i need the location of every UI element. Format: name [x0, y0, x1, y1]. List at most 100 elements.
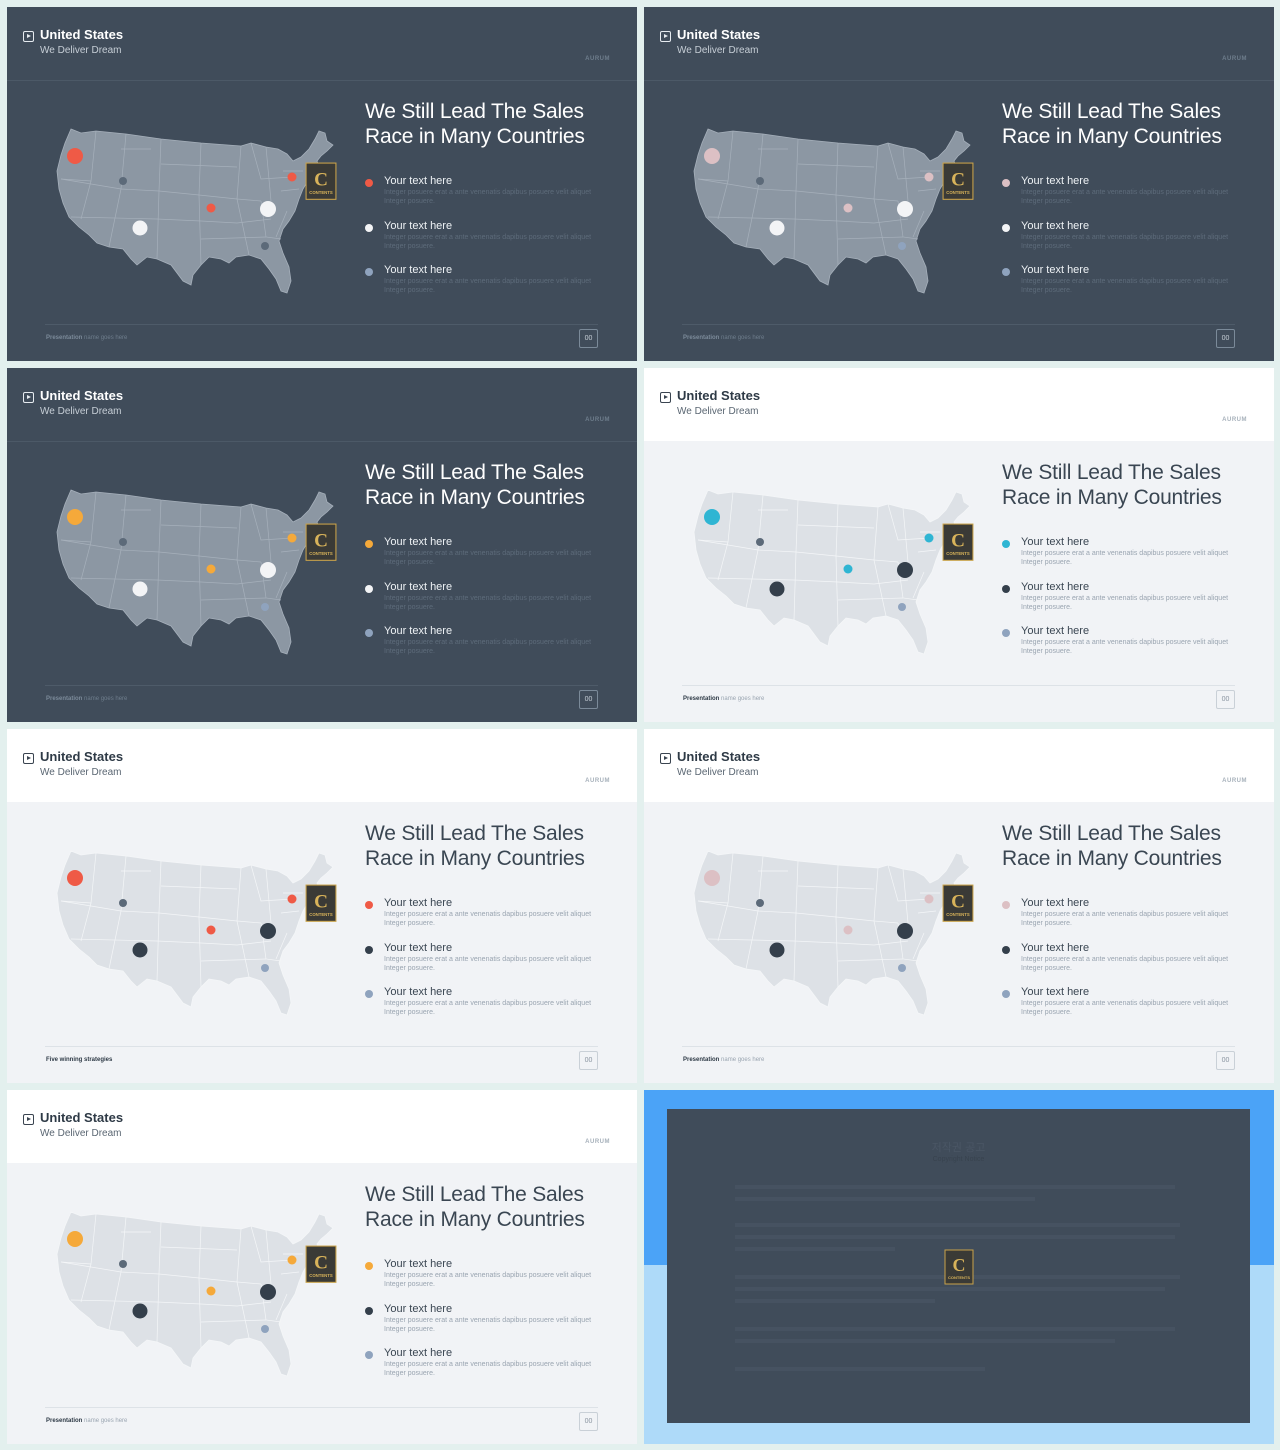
map-marker[interactable] [119, 538, 127, 546]
map-marker[interactable] [261, 1325, 269, 1333]
slide-3[interactable]: United States We Deliver Dream AURUM We … [7, 368, 637, 722]
map-marker[interactable] [756, 177, 764, 185]
map-marker[interactable] [67, 509, 83, 525]
map-marker[interactable] [897, 562, 913, 578]
footer-label: Presentation name goes here [683, 335, 765, 341]
map-marker[interactable] [704, 870, 720, 886]
map-marker[interactable] [261, 603, 269, 611]
slide-header: United States We Deliver Dream AURUM [7, 7, 637, 81]
map-marker[interactable] [287, 172, 297, 182]
headline: We Still Lead The Sales Race in Many Coun… [365, 461, 585, 509]
map-marker[interactable] [67, 870, 83, 886]
map-marker[interactable] [261, 964, 269, 972]
map-marker[interactable] [924, 894, 934, 904]
slide-subtitle: We Deliver Dream [677, 45, 759, 56]
map-marker[interactable] [756, 899, 764, 907]
map-marker[interactable] [843, 203, 853, 213]
map-marker[interactable] [132, 581, 148, 597]
play-icon [23, 753, 34, 764]
map-marker[interactable] [206, 564, 216, 574]
state-border [835, 864, 839, 918]
map-marker[interactable] [843, 925, 853, 935]
state-border [707, 938, 909, 946]
map-marker[interactable] [206, 203, 216, 213]
state-border [158, 1221, 162, 1275]
slide-6[interactable]: United States We Deliver Dream AURUM We … [644, 729, 1274, 1083]
map-marker[interactable] [924, 533, 934, 543]
map-marker[interactable] [132, 1303, 148, 1319]
slide-title: United States [677, 27, 761, 42]
slide-4[interactable]: United States We Deliver Dream AURUM We … [644, 368, 1274, 722]
state-border [80, 180, 92, 220]
map-marker[interactable] [206, 925, 216, 935]
state-border [198, 864, 202, 918]
map-marker[interactable] [756, 538, 764, 546]
map-marker[interactable] [119, 1260, 127, 1268]
state-border [70, 938, 272, 946]
play-icon [23, 1114, 34, 1125]
state-border [80, 902, 92, 942]
brand-label: AURUM [585, 56, 610, 62]
map-marker[interactable] [260, 1284, 276, 1300]
state-border [912, 571, 925, 599]
state-border [280, 549, 300, 553]
map-marker[interactable] [897, 201, 913, 217]
map-marker[interactable] [119, 177, 127, 185]
map-marker[interactable] [898, 242, 906, 250]
slide-5[interactable]: United States We Deliver Dream AURUM We … [7, 729, 637, 1083]
state-border [198, 503, 202, 557]
map-marker[interactable] [704, 509, 720, 525]
map-marker[interactable] [843, 564, 853, 574]
brand-label: AURUM [585, 417, 610, 423]
map-marker[interactable] [67, 148, 83, 164]
state-border [236, 920, 250, 978]
map-marker[interactable] [897, 923, 913, 939]
state-border [250, 1225, 294, 1263]
map-marker[interactable] [898, 603, 906, 611]
slide-subtitle: We Deliver Dream [40, 767, 122, 778]
map-marker[interactable] [119, 899, 127, 907]
slide-2[interactable]: United States We Deliver Dream AURUM We … [644, 7, 1274, 361]
state-border [835, 503, 839, 557]
logo-letter: C [314, 1252, 328, 1273]
map-marker[interactable] [769, 581, 785, 597]
state-border [902, 146, 909, 202]
map-marker[interactable] [260, 562, 276, 578]
play-icon [23, 31, 34, 42]
map-marker[interactable] [287, 533, 297, 543]
map-marker[interactable] [132, 942, 148, 958]
slide-1[interactable]: United States We Deliver Dream AURUM We … [7, 7, 637, 361]
state-border [236, 145, 242, 200]
copyright-text-line [735, 1235, 1175, 1239]
map-marker[interactable] [704, 148, 720, 164]
state-border [797, 163, 875, 168]
slide-copyright[interactable]: 저작권 공고 Copyright Notice C CONTENTS [644, 1090, 1274, 1444]
copyright-text-line [735, 1327, 1175, 1331]
map-marker[interactable] [924, 172, 934, 182]
map-marker[interactable] [769, 942, 785, 958]
map-marker[interactable] [898, 964, 906, 972]
map-marker[interactable] [769, 220, 785, 236]
map-marker[interactable] [260, 923, 276, 939]
logo-text: CONTENTS [946, 551, 970, 556]
slide-subtitle: We Deliver Dream [40, 45, 122, 56]
map-marker[interactable] [206, 1286, 216, 1296]
map-marker[interactable] [260, 201, 276, 217]
slide-7[interactable]: United States We Deliver Dream AURUM We … [7, 1090, 637, 1444]
state-border [158, 860, 162, 914]
state-border [837, 597, 904, 601]
state-border [887, 864, 931, 902]
bullet-dot [365, 629, 373, 637]
logo-text: CONTENTS [948, 1275, 970, 1280]
map-marker[interactable] [287, 894, 297, 904]
copyright-panel: 저작권 공고 Copyright Notice C CONTENTS [667, 1109, 1250, 1423]
slide-header: United States We Deliver Dream AURUM [7, 729, 637, 802]
map-marker[interactable] [287, 1255, 297, 1265]
map-marker[interactable] [132, 220, 148, 236]
map-marker[interactable] [67, 1231, 83, 1247]
copyright-text-line [735, 1287, 1165, 1291]
state-border [60, 1261, 262, 1285]
map-marker[interactable] [261, 242, 269, 250]
